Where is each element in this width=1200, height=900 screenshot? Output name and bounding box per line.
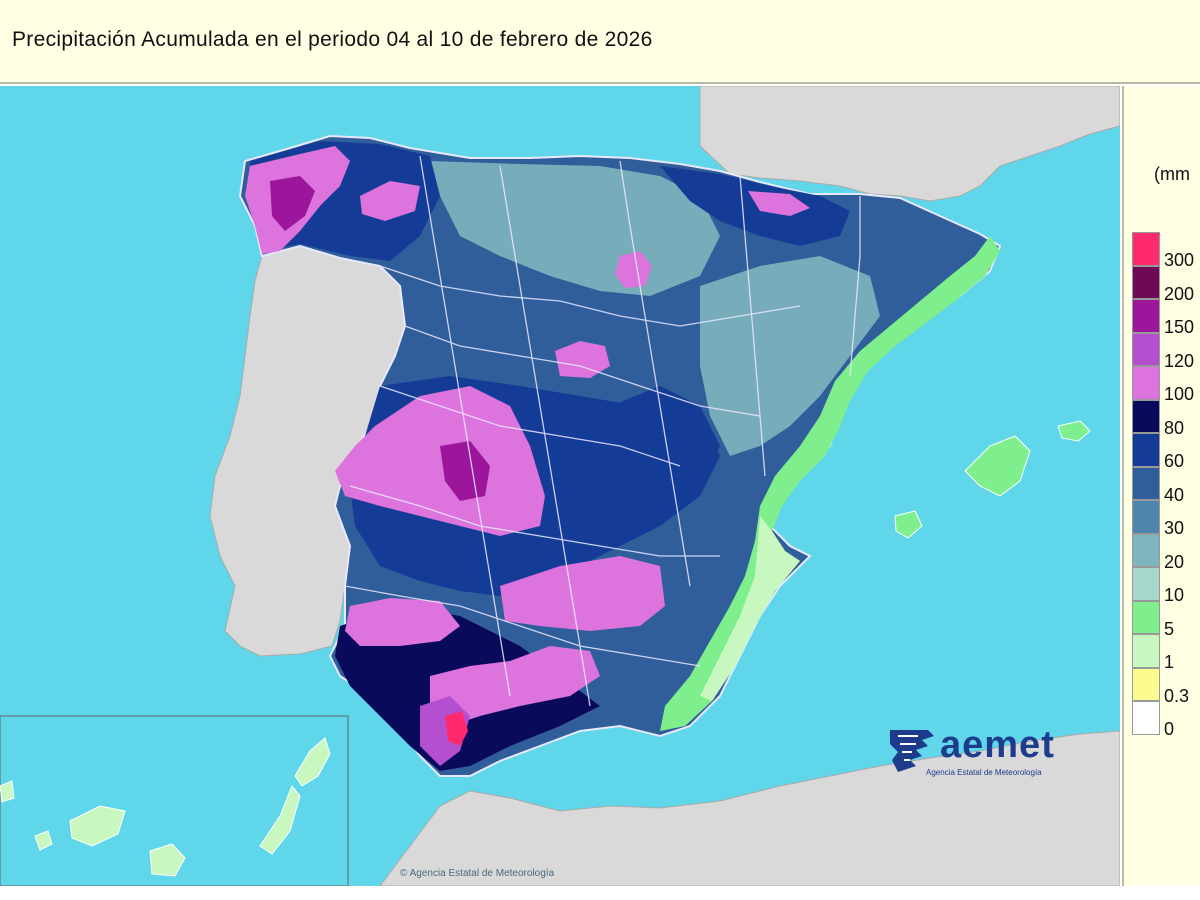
legend-label-30: 30 <box>1164 518 1185 538</box>
menorca-island <box>1057 420 1091 442</box>
map-title: Precipitación Acumulada en el periodo 04… <box>12 28 653 51</box>
precip-zone-60mm-north <box>660 166 850 246</box>
legend-swatch-1 <box>1132 634 1160 668</box>
legend-swatch-120 <box>1132 332 1160 366</box>
map-svg: © Agencia Estatal de Meteorología <box>0 86 1120 886</box>
legend-label-80: 80 <box>1164 417 1185 438</box>
legend-swatch-0-3 <box>1132 667 1160 701</box>
legend-label-100: 100 <box>1164 384 1195 404</box>
legend-label-5: 5 <box>1164 618 1175 639</box>
legend-unit: (mm <box>1154 164 1190 184</box>
legend-swatch-100 <box>1132 366 1160 400</box>
legend-label-10: 10 <box>1164 585 1185 605</box>
legend-label-40: 40 <box>1164 484 1185 505</box>
legend-swatch-200 <box>1132 265 1160 299</box>
ibiza-island <box>894 510 923 539</box>
legend-swatch-80 <box>1132 399 1160 433</box>
legend-label-0: 0 <box>1164 719 1175 739</box>
legend-label-1: 1 <box>1164 652 1175 672</box>
legend-swatch-30 <box>1132 500 1160 534</box>
legend-swatch-60 <box>1132 433 1160 467</box>
legend-label-120: 120 <box>1164 350 1195 371</box>
province-borders <box>344 155 861 707</box>
map-credit: © Agencia Estatal de Meteorología <box>400 868 555 879</box>
canary-islands <box>0 737 331 877</box>
legend-swatch-0 <box>1132 701 1160 735</box>
legend-label-150: 150 <box>1164 317 1195 337</box>
precip-zone-300mm-grazalema <box>445 711 468 746</box>
legend-label-60: 60 <box>1164 451 1185 471</box>
aemet-logo-subtitle: Agencia Estatal de Meteorología <box>926 768 1042 777</box>
legend-swatch-10 <box>1132 567 1160 601</box>
legend-label-20: 20 <box>1164 551 1185 572</box>
title-bar: Precipitación Acumulada en el periodo 04… <box>0 0 1200 84</box>
mallorca-island <box>964 435 1031 497</box>
legend-label-0-3: 0.3 <box>1164 685 1190 706</box>
france-land <box>699 86 1120 202</box>
precip-zone-100mm-sevilla <box>345 598 460 646</box>
legend-swatch-150 <box>1132 299 1160 333</box>
legend-label-200: 200 <box>1164 283 1195 304</box>
precip-zone-150mm-extremadura <box>440 441 490 501</box>
precip-zone-150mm-galicia <box>270 176 315 231</box>
precip-zone-60mm-east-center <box>605 386 720 496</box>
precip-zone-100mm-pais-vasco <box>748 191 810 216</box>
precip-zone-100mm-asturias <box>360 181 420 221</box>
precipitation-legend: (mm 300 200 150 120 100 80 60 40 30 20 10 5 1 0.3 0 <box>1122 86 1200 886</box>
legend-swatch-5 <box>1132 600 1160 634</box>
legend-swatch-20 <box>1132 533 1160 567</box>
precip-zone-100mm-jaen <box>500 556 665 631</box>
aemet-logo-icon <box>890 730 934 772</box>
legend-swatch-300 <box>1132 232 1160 266</box>
precip-zone-100mm-gredos <box>555 341 610 378</box>
precipitation-map: © Agencia Estatal de Meteorología <box>0 86 1120 886</box>
precip-zone-20mm-east <box>700 256 880 456</box>
legend-label-300: 300 <box>1164 250 1195 270</box>
precip-zone-100mm-burgos <box>615 251 652 288</box>
africa-land <box>379 730 1120 886</box>
precip-zone-1mm-east-coast <box>700 516 800 701</box>
legend-swatch-40 <box>1132 466 1160 500</box>
precip-zone-100mm-malaga <box>430 646 600 726</box>
aemet-logo-text: aemet <box>940 724 1055 766</box>
